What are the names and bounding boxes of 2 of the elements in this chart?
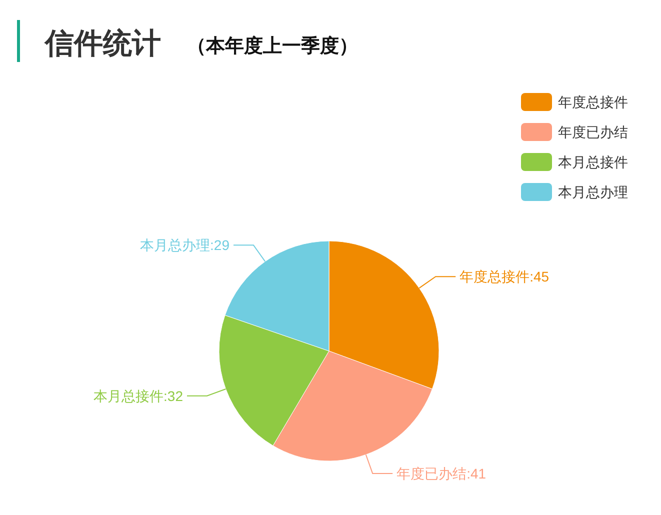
subtitle: （本年度上一季度） (187, 36, 358, 57)
title: 信件统计 (45, 28, 161, 60)
